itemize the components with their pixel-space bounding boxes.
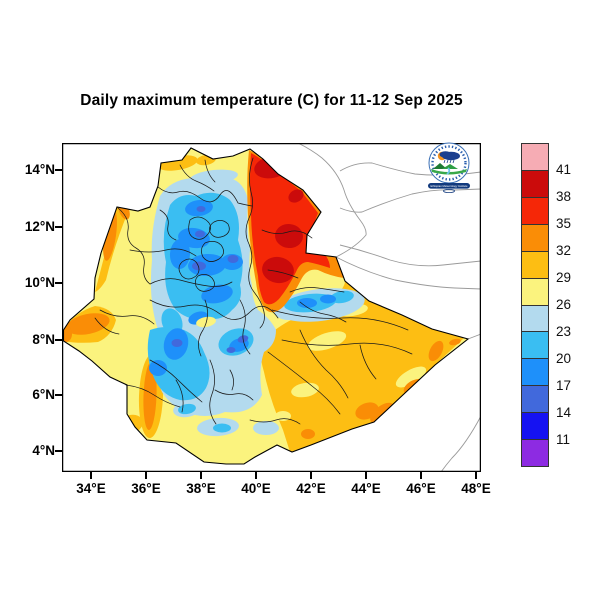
mountain-icon-2 [442,164,458,169]
colorbar-cell [522,331,548,359]
colorbar-cell [522,304,548,332]
x-axis-tick [475,472,477,479]
colorbar-label: 20 [556,351,572,366]
colorbar-label: 35 [556,216,572,231]
x-axis-label: 42°E [296,481,326,496]
colorbar-cell [522,223,548,251]
colorbar-cell [522,250,548,278]
y-axis-label: 10°N [24,275,55,290]
colorbar-cell [522,439,548,467]
mountain-icon [433,163,447,169]
map-frame [62,143,481,472]
colorbar-label: 32 [556,243,572,258]
colorbar-label: 11 [556,432,571,447]
x-axis-tick [420,472,422,479]
y-axis-tick [55,169,62,171]
colorbar-label: 26 [556,297,572,312]
colorbar-label: 17 [556,378,572,393]
colorbar-cell [522,385,548,413]
colorbar-cell [522,358,548,386]
y-axis-label: 4°N [32,443,55,458]
x-axis-tick [255,472,257,479]
colorbar-cell [522,412,548,440]
x-axis-tick [145,472,147,479]
y-axis-label: 6°N [32,387,55,402]
colorbar-cell [522,169,548,197]
colorbar-label: 23 [556,324,572,339]
colorbar-label: 41 [556,162,572,177]
logo-rim-text-arc [431,145,467,181]
y-axis-tick [55,450,62,452]
y-axis-label: 8°N [32,332,55,347]
x-axis-label: 40°E [241,481,271,496]
y-axis-label: 14°N [24,162,55,177]
logo-caption: Ethiopian Meteorology Institute [431,184,468,188]
y-axis-label: 12°N [24,219,55,234]
logo-ring [428,142,470,184]
temperature-colorbar [521,143,549,467]
rain-icon [443,159,455,164]
logo-banner [428,183,470,189]
y-axis-tick [55,339,62,341]
colorbar-cell [522,144,548,170]
y-axis-tick [55,226,62,228]
x-axis-label: 36°E [131,481,161,496]
colorbar-label: 29 [556,270,572,285]
x-axis-label: 34°E [76,481,106,496]
colorbar-label: 14 [556,405,572,420]
neighbor-country-borders [297,143,481,472]
institute-logo: Ethiopian Meteorology Institute [423,141,475,198]
x-axis-label: 48°E [461,481,491,496]
page-title: Daily maximum temperature (C) for 11-12 … [80,92,463,109]
ethiopia-border [62,147,470,465]
colorbar-cell [522,196,548,224]
map-panel [62,143,481,472]
x-axis-label: 44°E [351,481,381,496]
y-axis-tick [55,282,62,284]
y-axis-tick [55,394,62,396]
x-axis-tick [200,472,202,479]
colorbar-cell [522,277,548,305]
field-icon [431,169,467,175]
x-axis-tick [90,472,92,479]
ethiopia-temperature-map [62,143,481,472]
cloud-icon-2 [439,151,452,158]
admin-zone-boundaries [94,157,413,425]
colorbar-label: 38 [556,189,572,204]
x-axis-label: 38°E [186,481,216,496]
river-icon [446,167,451,175]
x-axis-label: 46°E [406,481,436,496]
x-axis-tick [310,472,312,479]
logo-scroll [443,189,455,194]
x-axis-tick [365,472,367,479]
